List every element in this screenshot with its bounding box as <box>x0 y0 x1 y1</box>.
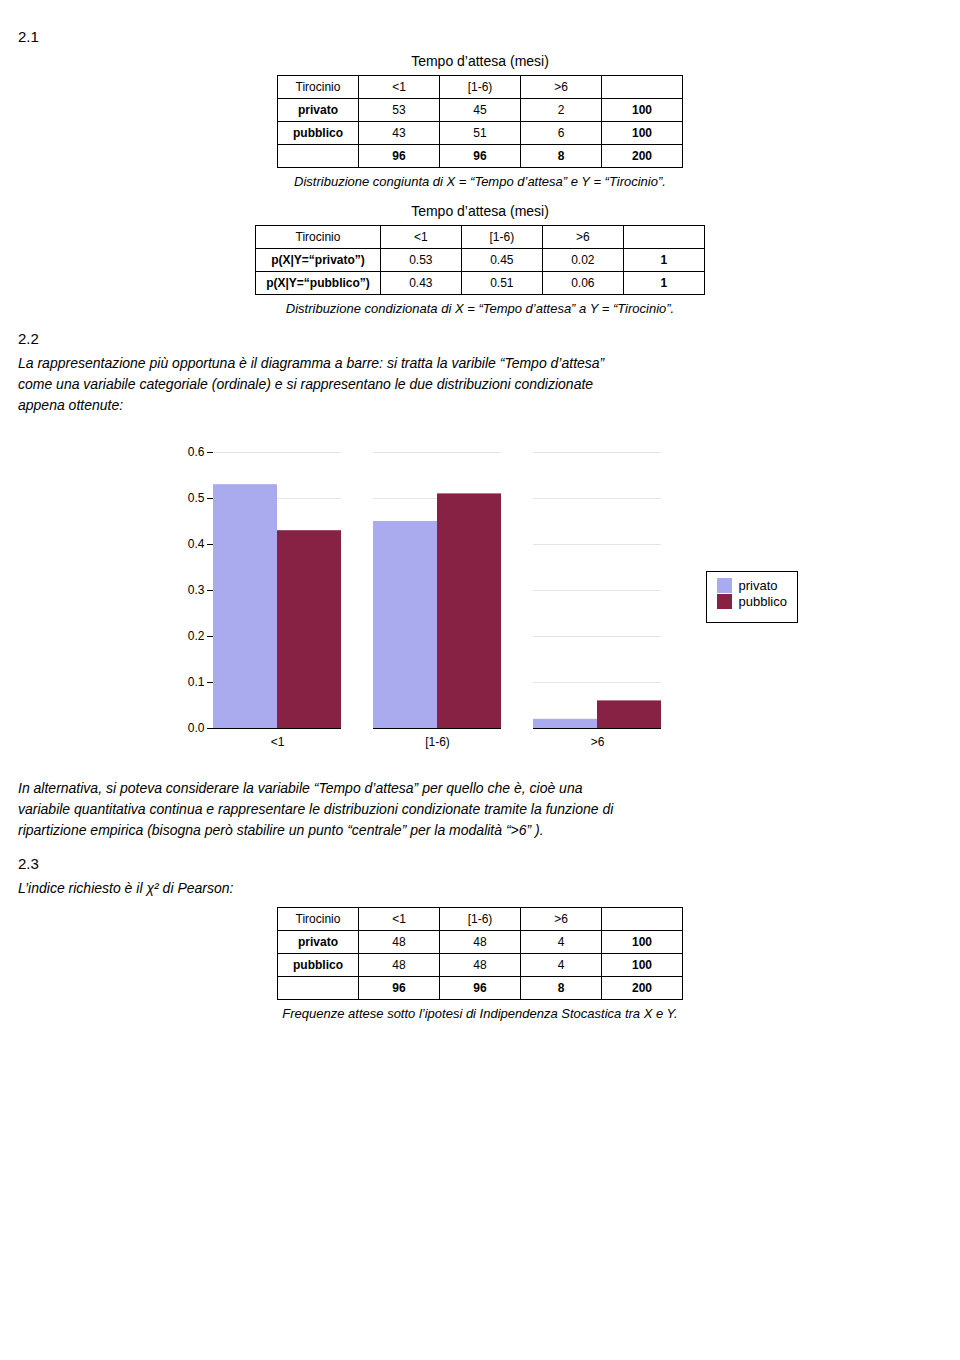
html-text:come una variabile categoriale: come una variabile categoriale (ordinale… <box>18 376 594 392</box>
html-text:Frequenze attese sotto l’ipote: Frequenze attese sotto l’ipotesi di Indi… <box>282 1006 678 1021</box>
html-text:43: 43 <box>392 126 406 140</box>
html-text:privato: privato <box>298 103 338 117</box>
html-text:pubblico: pubblico <box>738 593 787 609</box>
html-text:96: 96 <box>392 149 406 163</box>
html-text:200: 200 <box>632 149 652 163</box>
html-text:51: 51 <box>473 126 487 140</box>
svg-text:<1: <1 <box>271 735 285 749</box>
html-text:48: 48 <box>473 958 487 972</box>
html-text:0.53: 0.53 <box>409 253 433 267</box>
html-text:1: 1 <box>660 276 668 290</box>
html-text:2.1: 2.1 <box>18 28 39 45</box>
html-text:2.2: 2.2 <box>18 330 39 347</box>
svg-text:0.0: 0.0 <box>188 721 205 735</box>
html-text:8: 8 <box>557 981 565 995</box>
html-text:In alternativa, si poteva cons: In alternativa, si poteva considerare la… <box>18 780 583 796</box>
html-text:Distribuzione condizionata di: Distribuzione condizionata di X = “Tempo… <box>285 301 675 316</box>
html-text:100: 100 <box>632 126 652 140</box>
html-text:[1-6): [1-6) <box>467 912 493 926</box>
html-text:p(X|Y=“pubblico”): p(X|Y=“pubblico”) <box>266 276 370 290</box>
html-text:L’indice richiesto è il χ² di: L’indice richiesto è il χ² di Pearson: <box>18 880 234 896</box>
svg-text:0.2: 0.2 <box>188 629 205 643</box>
html-text:pubblico: pubblico <box>293 126 343 140</box>
html-text:pubblico: pubblico <box>293 958 343 972</box>
html-text:Tirocinio: Tirocinio <box>295 230 341 244</box>
html-text:Tempo d’attesa (mesi): Tempo d’attesa (mesi) <box>411 203 549 219</box>
html-text:[1-6): [1-6) <box>489 230 515 244</box>
html-text:48: 48 <box>392 958 406 972</box>
html-text:4: 4 <box>557 958 565 972</box>
html-text:Distribuzione congiunta di X =: Distribuzione congiunta di X = “Tempo d’… <box>294 174 666 189</box>
html-text:Tirocinio: Tirocinio <box>295 912 341 926</box>
html-text:0.45: 0.45 <box>490 253 514 267</box>
html-text:48: 48 <box>473 935 487 949</box>
html-text:96: 96 <box>473 981 487 995</box>
html-text:0.43: 0.43 <box>409 276 433 290</box>
svg-text:>6: >6 <box>591 735 605 749</box>
html-text:Tempo d’attesa (mesi): Tempo d’attesa (mesi) <box>411 53 549 69</box>
html-text:0.02: 0.02 <box>571 253 595 267</box>
html-text:>6: >6 <box>576 230 590 244</box>
svg-text:0.4: 0.4 <box>188 537 205 551</box>
html-text:<1: <1 <box>414 230 428 244</box>
html-text:2: 2 <box>557 103 565 117</box>
html-text:p(X|Y=“privato”): p(X|Y=“privato”) <box>271 253 365 267</box>
html-text:ripartizione empirica (bisogna: ripartizione empirica (bisogna però stab… <box>18 822 544 838</box>
html-text:100: 100 <box>632 958 652 972</box>
html-text:45: 45 <box>473 103 487 117</box>
svg-text:0.3: 0.3 <box>188 583 205 597</box>
html-text:privato: privato <box>298 935 338 949</box>
html-text:<1: <1 <box>392 80 406 94</box>
html-text:96: 96 <box>392 981 406 995</box>
svg-text:0.1: 0.1 <box>188 675 205 689</box>
html-text:48: 48 <box>392 935 406 949</box>
html-text:>6: >6 <box>554 80 568 94</box>
html-text:0.06: 0.06 <box>571 276 595 290</box>
html-text:privato: privato <box>738 577 778 593</box>
html-text:Tirocinio: Tirocinio <box>295 80 341 94</box>
html-text:variabile quantitativa continu: variabile quantitativa continua e rappre… <box>18 801 614 817</box>
html-text:8: 8 <box>557 149 565 163</box>
html-text:4: 4 <box>557 935 565 949</box>
html-text:[1-6): [1-6) <box>467 80 493 94</box>
html-text:6: 6 <box>557 126 565 140</box>
html-text:100: 100 <box>632 103 652 117</box>
html-text:<1: <1 <box>392 912 406 926</box>
html-text:2.3: 2.3 <box>18 855 39 872</box>
svg-text:0.5: 0.5 <box>188 491 205 505</box>
html-text:200: 200 <box>632 981 652 995</box>
html-text:appena ottenute:: appena ottenute: <box>18 397 124 413</box>
svg-text:0.6: 0.6 <box>188 445 205 459</box>
html-text:1: 1 <box>660 253 668 267</box>
html-text:100: 100 <box>632 935 652 949</box>
html-text:0.51: 0.51 <box>490 276 514 290</box>
html-text:>6: >6 <box>554 912 568 926</box>
html-text:96: 96 <box>473 149 487 163</box>
svg-text:[1-6): [1-6) <box>425 735 450 749</box>
html-text:53: 53 <box>392 103 406 117</box>
html-text:La rappresentazione più opport: La rappresentazione più opportuna è il d… <box>18 355 605 371</box>
